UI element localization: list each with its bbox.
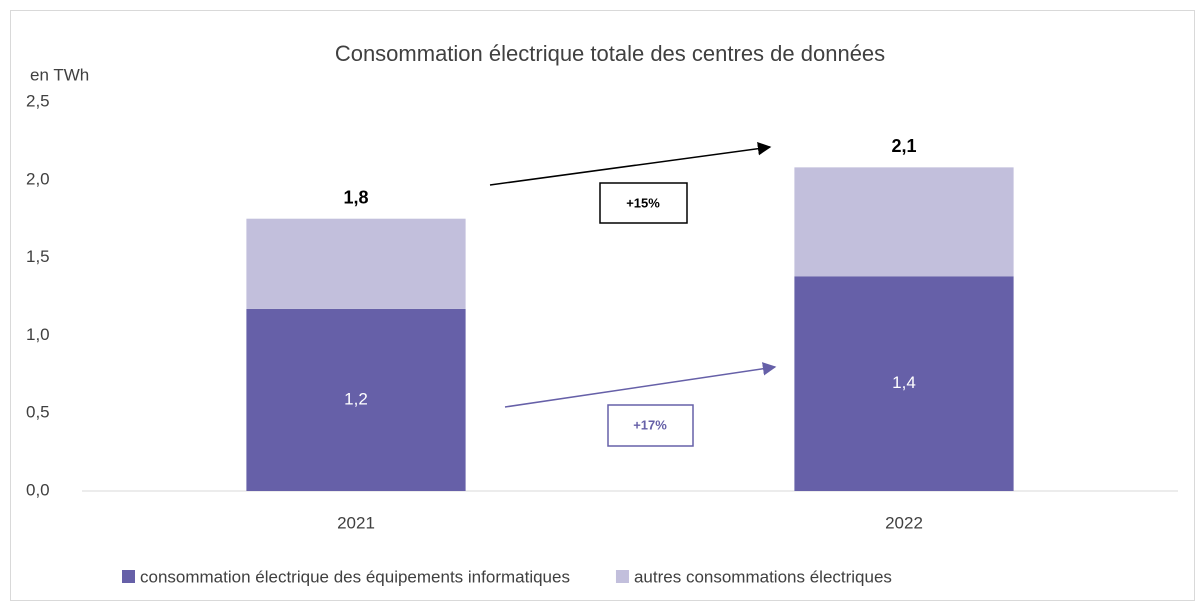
total-label: 1,8 xyxy=(343,187,368,207)
bar-segment xyxy=(246,308,466,491)
y-tick-label: 1,5 xyxy=(26,247,50,266)
legend-label: autres consommations électriques xyxy=(634,567,892,586)
y-tick-label: 2,0 xyxy=(26,169,50,188)
legend-swatch xyxy=(122,570,135,583)
legend-label: consommation électrique des équipements … xyxy=(140,567,570,586)
y-tick-label: 0,0 xyxy=(26,480,50,499)
y-tick-label: 1,0 xyxy=(26,325,50,344)
arrow xyxy=(489,141,772,186)
x-tick-label: 2021 xyxy=(337,513,375,532)
bar-segment xyxy=(794,167,1014,277)
x-tick-label: 2022 xyxy=(885,513,923,532)
data-label: 1,2 xyxy=(344,389,368,408)
arrow xyxy=(504,362,777,408)
annotation: +15% xyxy=(626,195,660,210)
y-tick-label: 2,5 xyxy=(26,91,50,110)
legend-swatch xyxy=(615,570,629,583)
annotation-box xyxy=(607,404,694,447)
y-tick-label: 0,5 xyxy=(26,403,50,422)
y-axis-label: en TWh xyxy=(30,65,89,84)
chart-border xyxy=(10,10,1195,601)
total-label: 2,1 xyxy=(891,136,916,156)
bar-segment xyxy=(246,218,466,309)
bar-segment xyxy=(794,276,1014,491)
data-label: 1,4 xyxy=(892,373,916,392)
annotation-box xyxy=(599,182,688,224)
chart-title: Consommation électrique totale des centr… xyxy=(335,41,885,66)
annotation: +17% xyxy=(633,417,667,432)
